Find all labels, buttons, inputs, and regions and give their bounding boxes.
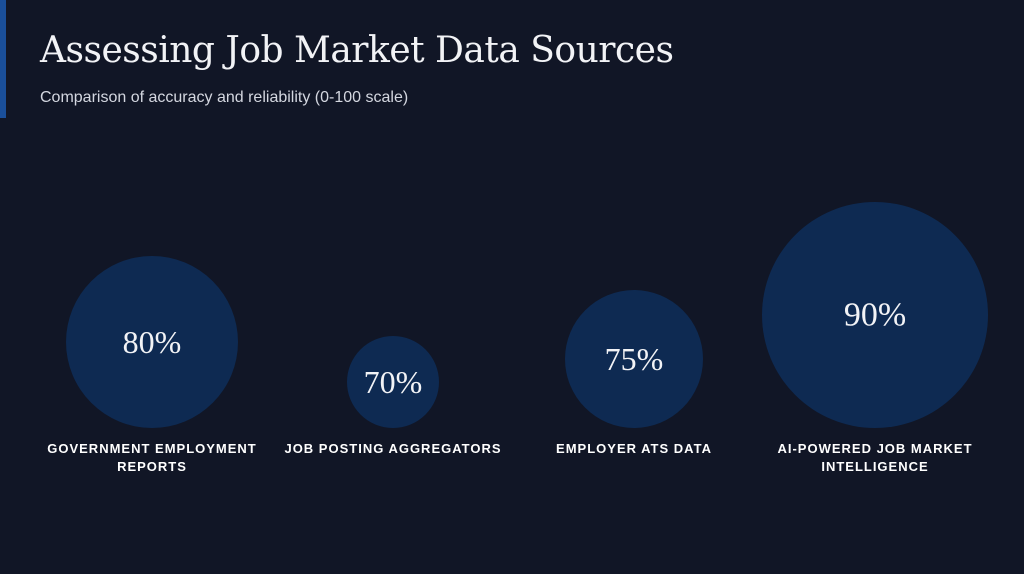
bubble xyxy=(762,202,988,428)
bubble-value-label: 90% xyxy=(844,297,906,334)
bubble-group: 80% GOVERNMENT EMPLOYMENT REPORTS xyxy=(47,256,257,474)
bubble-group: 75% EMPLOYER ATS DATA xyxy=(556,290,712,456)
category-label: JOB POSTING AGGREGATORS xyxy=(284,441,501,456)
page-subtitle: Comparison of accuracy and reliability (… xyxy=(40,89,409,106)
bubble xyxy=(565,290,703,428)
category-label: EMPLOYER ATS DATA xyxy=(556,441,712,456)
accent-bar xyxy=(0,0,6,118)
bubble-value-label: 75% xyxy=(605,341,664,377)
bubble-group: 70% JOB POSTING AGGREGATORS xyxy=(284,336,501,456)
bubble-group: 90% AI-POWERED JOB MARKET INTELLIGENCE xyxy=(762,202,988,474)
bubble xyxy=(66,256,238,428)
category-label: REPORTS xyxy=(117,459,187,474)
bubble xyxy=(347,336,439,428)
bubble-value-label: 80% xyxy=(123,324,182,360)
category-label: INTELLIGENCE xyxy=(821,459,928,474)
category-label: GOVERNMENT EMPLOYMENT xyxy=(47,441,257,456)
page-title: Assessing Job Market Data Sources xyxy=(40,30,674,71)
bubble-value-label: 70% xyxy=(364,364,423,400)
category-label: AI-POWERED JOB MARKET xyxy=(777,441,972,456)
